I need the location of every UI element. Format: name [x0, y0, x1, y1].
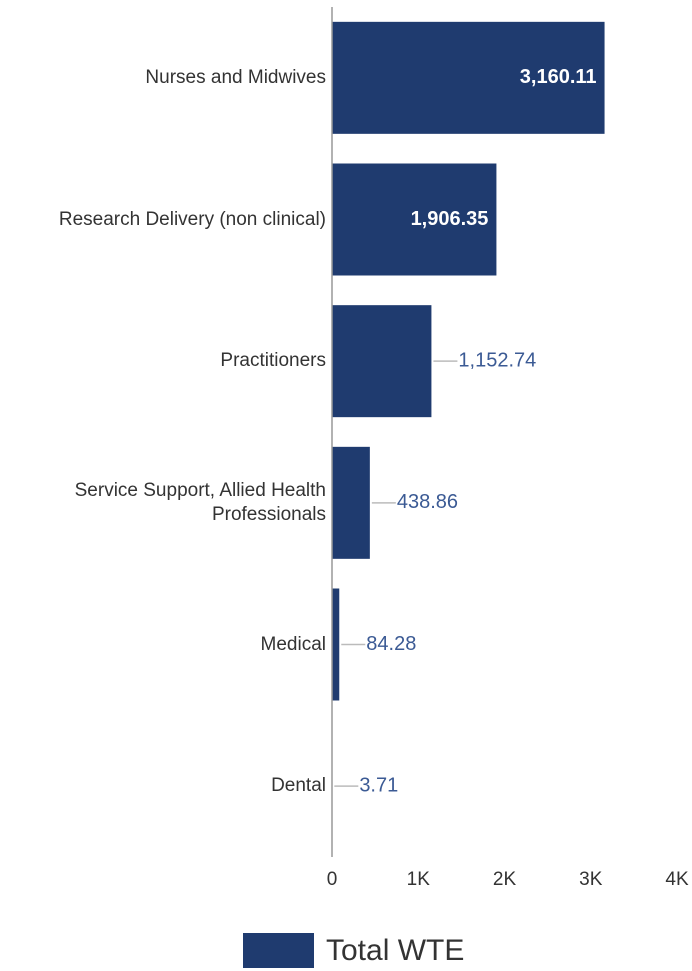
x-tick-label: 3K	[579, 869, 603, 890]
category-label: Medical	[260, 633, 326, 655]
x-tick-label: 0	[327, 869, 338, 890]
legend-label: Total WTE	[326, 934, 464, 967]
value-label: 438.86	[397, 491, 458, 513]
value-label: 3,160.11	[520, 66, 597, 88]
value-label: 1,152.74	[458, 349, 536, 371]
x-tick-label: 4K	[665, 869, 689, 890]
bar	[332, 446, 370, 559]
legend-swatch	[243, 933, 314, 968]
category-label: Nurses and Midwives	[145, 66, 326, 88]
category-label: Service Support, Allied Health Professio…	[74, 479, 326, 525]
bar	[332, 588, 340, 701]
x-tick-label: 2K	[493, 869, 517, 890]
bar	[332, 305, 432, 418]
value-label: 84.28	[366, 633, 416, 655]
category-label: Practitioners	[220, 350, 326, 372]
value-label: 1,906.35	[411, 208, 489, 230]
x-tick-label: 1K	[407, 869, 431, 890]
bar	[332, 163, 497, 276]
value-label: 3.71	[359, 774, 398, 796]
category-label: Research Delivery (non clinical)	[58, 208, 326, 230]
category-label: Dental	[271, 775, 326, 797]
bar	[332, 21, 605, 134]
